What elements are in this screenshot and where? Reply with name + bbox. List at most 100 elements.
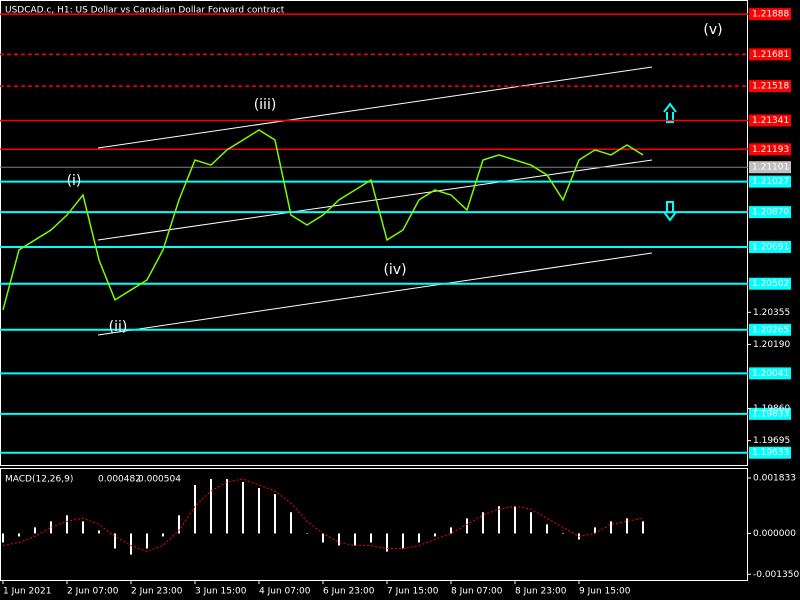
y-tick-label: 1.20190 (753, 340, 790, 350)
macd-bar (226, 478, 228, 534)
wave-label: (ii) (109, 319, 128, 335)
level-label: 1.20870 (752, 208, 789, 218)
macd-bar (82, 521, 84, 534)
channel-line (97, 159, 653, 241)
macd-bar (50, 521, 52, 534)
y-tick-label: 1.20355 (753, 308, 790, 318)
channel (97, 66, 653, 336)
chart-title: USDCAD.c, H1: US Dollar vs Canadian Doll… (5, 6, 285, 16)
macd-bar (370, 533, 372, 543)
level-label-box (749, 175, 791, 188)
y-tick-label: 1.19860 (753, 404, 790, 414)
macd-label: MACD(12,26,9) (5, 475, 73, 485)
price-pane-frame (0, 0, 748, 466)
macd-bar (626, 518, 628, 534)
signal-line (2, 478, 644, 553)
macd-bar (338, 533, 340, 546)
macd-bar (18, 533, 20, 537)
level-label: 1.21518 (752, 82, 789, 92)
x-tick-label: 8 Jun 07:00 (451, 587, 503, 597)
macd-bar (322, 533, 324, 543)
level-label-box (749, 323, 791, 336)
down-arrow (663, 201, 677, 222)
macd-bar (242, 482, 244, 534)
macd-bar (130, 533, 132, 555)
macd-bar (594, 527, 596, 534)
macd-bar (162, 533, 164, 537)
y-tick-label: -0.001350 (753, 570, 799, 580)
macd-bar (34, 527, 36, 534)
macd-bar (306, 533, 308, 534)
level-label: 1.21193 (752, 145, 789, 155)
wave-label: (v) (703, 22, 722, 38)
macd-bar (210, 478, 212, 534)
macd-bar (354, 533, 356, 546)
level-label: 1.20041 (752, 369, 789, 379)
macd-bar (194, 485, 196, 534)
macd-bar (258, 488, 260, 534)
level-label: 1.21027 (752, 177, 789, 187)
macd-bar (2, 533, 4, 543)
macd-bar (546, 524, 548, 534)
x-tick-label: 6 Jun 23:00 (323, 587, 375, 597)
level-label-box (749, 277, 791, 290)
x-tick-label: 7 Jun 15:00 (387, 587, 439, 597)
wave-label: (iii) (254, 97, 277, 113)
price-line (2, 129, 644, 311)
wave-label: (i) (67, 173, 82, 189)
level-label-box (749, 48, 791, 61)
last-price-label: 1.21101 (752, 163, 789, 173)
level-label-box (749, 240, 791, 253)
macd-bar (114, 533, 116, 549)
x-tick-label: 2 Jun 23:00 (131, 587, 183, 597)
x-tick-label: 9 Jun 15:00 (579, 587, 631, 597)
macd-bar (178, 515, 180, 534)
x-tick-label: 4 Jun 07:00 (259, 587, 311, 597)
macd-bar (402, 533, 404, 549)
channel-line (97, 66, 653, 149)
macd-bar (482, 512, 484, 534)
signal-value: 0.000504 (138, 475, 181, 485)
x-tick-label: 2 Jun 07:00 (67, 587, 119, 597)
level-label-box (749, 80, 791, 93)
x-tick-label: 3 Jun 15:00 (195, 587, 247, 597)
level-label: 1.20265 (752, 325, 789, 335)
macd-value: 0.000482 (98, 475, 141, 485)
macd-bar (418, 533, 420, 543)
wave-label: (iv) (383, 262, 406, 278)
level-label-box (749, 367, 791, 380)
level-label: 1.21681 (752, 50, 789, 60)
x-tick-label: 8 Jun 23:00 (515, 587, 567, 597)
y-tick-label: 0.000000 (753, 529, 796, 539)
y-tick-label: 0.001833 (753, 473, 796, 483)
level-label: 1.20502 (752, 279, 789, 289)
level-label: 1.21888 (752, 10, 789, 20)
up-arrow (663, 102, 677, 123)
arrows (663, 102, 677, 222)
channel-line (97, 252, 653, 336)
macd-bar (498, 506, 500, 534)
macd-bar (66, 515, 68, 534)
level-label-box (749, 206, 791, 219)
level-label: 1.19833 (752, 409, 789, 419)
macd-bar (530, 512, 532, 534)
last-price-box (749, 161, 791, 174)
level-label-box (749, 407, 791, 420)
macd-bar (466, 518, 468, 534)
macd-bar (514, 506, 516, 534)
macd-bar (386, 533, 388, 552)
macd-bar (450, 527, 452, 534)
macd-bar (434, 533, 436, 537)
macd-bar (562, 533, 564, 534)
level-label-box (749, 446, 791, 459)
macd-bar (610, 521, 612, 534)
macd-bar (98, 530, 100, 534)
macd-bar (274, 494, 276, 534)
level-label-box (749, 8, 791, 21)
level-label: 1.21341 (752, 116, 789, 126)
macd-bar (146, 533, 148, 549)
macd-pane-frame (0, 468, 748, 581)
level-label-box (749, 114, 791, 127)
